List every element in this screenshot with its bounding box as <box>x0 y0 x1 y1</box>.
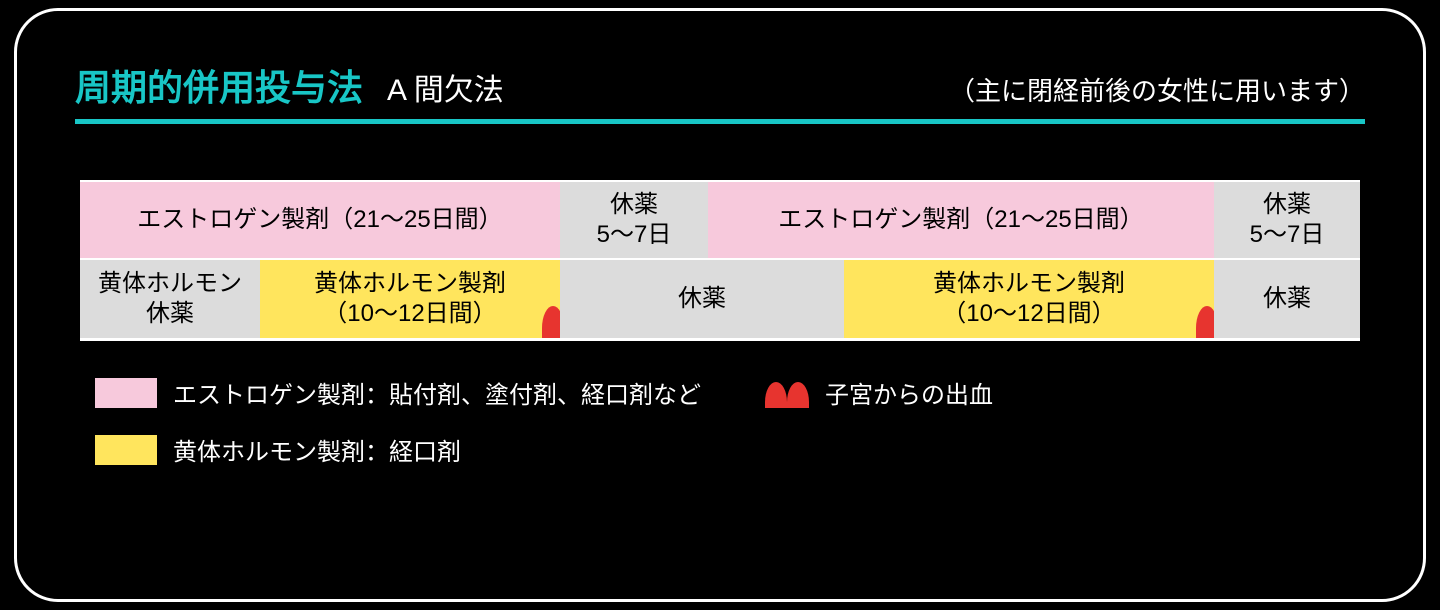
timeline-segment: エストロゲン製剤（21～25日間） <box>708 182 1214 258</box>
timeline-segment: 休薬 <box>1214 260 1360 338</box>
timeline-segment: 黄体ホルモン製剤 （10～12日間） <box>844 260 1214 338</box>
timeline-segment: エストロゲン製剤（21～25日間） <box>80 182 560 258</box>
swatch-progestin <box>95 435 157 465</box>
legend-item-progestin: 黄体ホルモン製剤：経口剤 <box>95 432 461 467</box>
legend-line-2: 黄体ホルモン製剤：経口剤 <box>95 432 1365 467</box>
header-note: （主に閉経前後の女性に用います） <box>949 71 1365 108</box>
legend-label-estrogen: エストロゲン製剤：貼付剤、塗付剤、経口剤など <box>173 375 701 410</box>
bleeding-icon <box>765 378 809 408</box>
timeline-segment: 休薬 5～7日 <box>560 182 708 258</box>
timeline-segment: 休薬 <box>560 260 844 338</box>
timeline-segment: 黄体ホルモン 休薬 <box>80 260 260 338</box>
swatch-estrogen <box>95 378 157 408</box>
legend-item-bleeding: 子宮からの出血 <box>765 375 993 410</box>
card-frame: 周期的併用投与法 A 間欠法 （主に閉経前後の女性に用います） エストロゲン製剤… <box>14 8 1426 602</box>
legend-line-1: エストロゲン製剤：貼付剤、塗付剤、経口剤など 子宮からの出血 <box>95 375 1365 410</box>
legend: エストロゲン製剤：貼付剤、塗付剤、経口剤など 子宮からの出血 黄体ホルモン製剤：… <box>95 375 1365 467</box>
legend-label-progestin: 黄体ホルモン製剤：経口剤 <box>173 432 461 467</box>
accent-rule <box>75 119 1365 124</box>
timeline-row-progestin: 黄体ホルモン 休薬黄体ホルモン製剤 （10～12日間）休薬黄体ホルモン製剤 （1… <box>80 260 1360 338</box>
legend-label-bleeding: 子宮からの出血 <box>825 375 993 410</box>
timeline-segment: 黄体ホルモン製剤 （10～12日間） <box>260 260 560 338</box>
sub-title: A 間欠法 <box>387 65 504 109</box>
main-title: 周期的併用投与法 <box>75 59 363 111</box>
title-group: 周期的併用投与法 A 間欠法 <box>75 59 504 111</box>
timeline-row-estrogen: エストロゲン製剤（21～25日間）休薬 5～7日エストロゲン製剤（21～25日間… <box>80 182 1360 260</box>
dosing-timeline: エストロゲン製剤（21～25日間）休薬 5～7日エストロゲン製剤（21～25日間… <box>80 180 1360 341</box>
header-row: 周期的併用投与法 A 間欠法 （主に閉経前後の女性に用います） <box>75 59 1365 111</box>
legend-item-estrogen: エストロゲン製剤：貼付剤、塗付剤、経口剤など <box>95 375 701 410</box>
timeline-segment: 休薬 5～7日 <box>1214 182 1360 258</box>
